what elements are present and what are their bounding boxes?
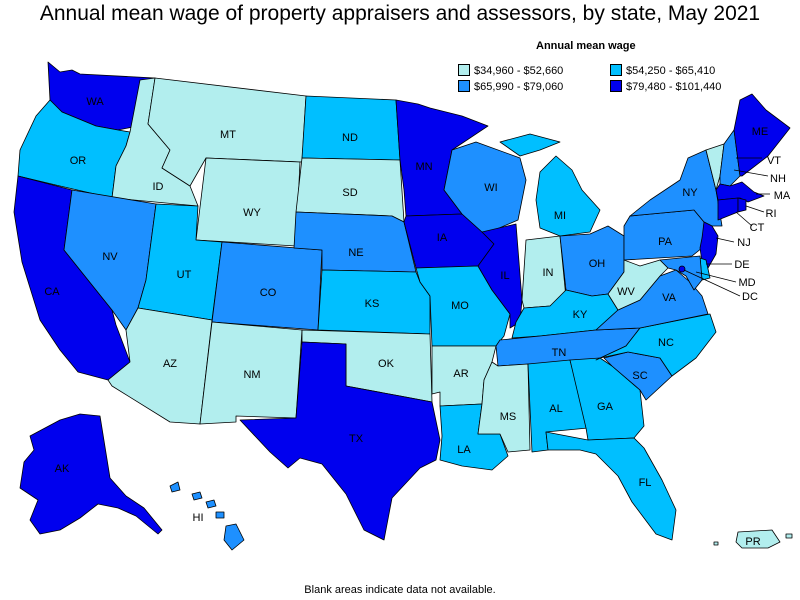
legend-swatch xyxy=(458,64,470,76)
label-MA: MA xyxy=(774,190,791,202)
legend-swatch xyxy=(458,80,470,92)
label-LA: LA xyxy=(457,444,471,456)
state-labels: WA OR CA ID NV MT WY UT AZ CO NM ND SD N… xyxy=(44,96,791,548)
label-SC: SC xyxy=(632,370,647,382)
label-TX: TX xyxy=(349,433,364,445)
label-KY: KY xyxy=(573,309,588,321)
map-title: Annual mean wage of property appraisers … xyxy=(39,2,761,25)
state-WI[interactable] xyxy=(443,141,527,233)
state-ME[interactable] xyxy=(733,93,791,177)
label-CO: CO xyxy=(260,287,277,299)
state-MI[interactable] xyxy=(499,133,601,237)
legend-title: Annual mean wage xyxy=(536,40,636,52)
label-NY: NY xyxy=(682,187,698,199)
state-RI[interactable] xyxy=(737,197,747,213)
legend-swatch xyxy=(610,64,622,76)
label-MI: MI xyxy=(554,210,566,222)
state-DC[interactable] xyxy=(678,265,686,273)
label-MO: MO xyxy=(451,300,469,312)
state-IL[interactable] xyxy=(477,223,523,329)
label-MS: MS xyxy=(500,411,517,423)
label-WV: WV xyxy=(617,286,635,298)
label-AL: AL xyxy=(549,403,562,415)
legend-item: $54,250 - $65,410 xyxy=(610,64,715,77)
label-VA: VA xyxy=(662,292,677,304)
label-OH: OH xyxy=(589,258,606,270)
state-TX[interactable] xyxy=(239,341,441,541)
state-AK[interactable] xyxy=(19,413,163,535)
label-NH: NH xyxy=(770,173,786,185)
footnote: Blank areas indicate data not available. xyxy=(304,584,496,596)
label-DC: DC xyxy=(742,291,758,303)
label-HI: HI xyxy=(193,512,204,524)
legend-item: $34,960 - $52,660 xyxy=(458,64,563,77)
label-GA: GA xyxy=(597,401,614,413)
label-MT: MT xyxy=(220,129,236,141)
label-FL: FL xyxy=(639,477,652,489)
state-PA[interactable] xyxy=(623,209,705,261)
state-ND[interactable] xyxy=(301,95,401,161)
label-AR: AR xyxy=(453,368,468,380)
label-VT: VT xyxy=(767,155,781,167)
leader-lines xyxy=(683,157,770,297)
label-NE: NE xyxy=(348,247,363,259)
label-NC: NC xyxy=(658,337,674,349)
label-PR: PR xyxy=(745,536,760,548)
label-ME: ME xyxy=(752,126,769,138)
legend-swatch xyxy=(610,80,622,92)
label-MD: MD xyxy=(738,277,755,289)
label-OR: OR xyxy=(70,155,87,167)
state-CO[interactable] xyxy=(211,241,323,331)
label-UT: UT xyxy=(177,269,192,281)
state-FL[interactable] xyxy=(545,431,677,541)
label-ID: ID xyxy=(153,181,164,193)
label-IA: IA xyxy=(437,232,448,244)
label-NJ: NJ xyxy=(737,237,750,249)
label-IN: IN xyxy=(543,267,554,279)
state-GA[interactable] xyxy=(569,357,645,441)
label-WI: WI xyxy=(484,182,497,194)
legend-item: $79,480 - $101,440 xyxy=(610,80,721,93)
label-NM: NM xyxy=(243,369,260,381)
label-WY: WY xyxy=(243,207,261,219)
label-DE: DE xyxy=(734,259,749,271)
label-AZ: AZ xyxy=(163,358,177,370)
state-MS[interactable] xyxy=(477,361,531,453)
label-IL: IL xyxy=(500,270,509,282)
label-CT: CT xyxy=(750,222,765,234)
state-CT[interactable] xyxy=(717,197,739,221)
state-PR[interactable] xyxy=(713,529,793,549)
label-TN: TN xyxy=(552,347,567,359)
state-MD[interactable] xyxy=(659,255,703,291)
label-KS: KS xyxy=(365,298,380,310)
state-HI[interactable] xyxy=(169,481,245,551)
label-ND: ND xyxy=(342,132,358,144)
label-OK: OK xyxy=(378,358,395,370)
label-RI: RI xyxy=(766,208,777,220)
legend-item: $65,990 - $79,060 xyxy=(458,80,563,93)
label-PA: PA xyxy=(658,236,673,248)
label-AK: AK xyxy=(55,463,70,475)
state-WY[interactable] xyxy=(195,157,301,247)
label-NV: NV xyxy=(102,251,118,263)
label-MN: MN xyxy=(415,161,432,173)
label-SD: SD xyxy=(342,187,357,199)
label-CA: CA xyxy=(44,286,60,298)
label-WA: WA xyxy=(86,96,104,108)
